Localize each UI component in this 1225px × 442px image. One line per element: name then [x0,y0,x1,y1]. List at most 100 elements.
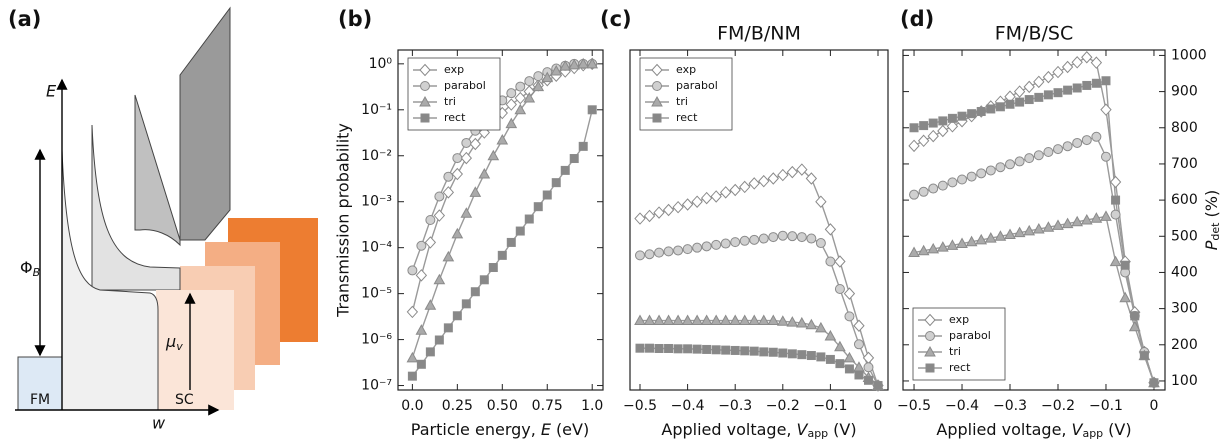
barrier-profile [91,124,181,291]
marker [672,314,684,326]
marker [795,316,808,328]
legend-marker [925,331,935,341]
y-tick-label: 10⁻⁷ [361,378,392,394]
legend-marker [419,95,431,107]
marker [1033,150,1044,161]
marker [863,362,874,373]
marker [805,318,818,330]
marker [634,250,645,261]
marker [1023,224,1036,236]
marker [1061,60,1074,74]
marker [834,284,845,295]
marker [533,202,543,212]
marker [515,226,525,236]
marker [523,92,536,103]
marker [443,323,453,333]
marker [515,81,526,92]
y-axis-label: Transmission probability [334,123,353,318]
marker [587,105,597,115]
marker [1091,78,1101,88]
y-tick-label: 500 [1171,228,1198,244]
y-tick-label: 200 [1171,337,1198,353]
marker [957,111,967,121]
marker [1024,95,1034,105]
x-axis-label-unit: (V) [1108,420,1131,439]
marker [768,232,779,243]
marker [749,346,759,356]
marker [985,165,996,176]
x-tick-label: 0 [1150,398,1159,414]
marker [654,343,664,353]
y-tick-label: 700 [1171,156,1198,172]
marker [936,241,949,252]
marker [634,212,646,225]
marker [853,339,864,350]
marker [488,263,498,273]
marker [662,314,675,326]
marker [965,235,978,247]
barrier-label: ΦB [20,258,40,280]
marker [533,71,544,82]
marker [796,232,807,243]
marker [778,348,788,358]
x-tick-label: −0.2 [1041,398,1075,414]
marker [908,139,920,153]
marker [644,249,655,260]
chart-title: FM/B/NM [717,23,801,45]
x-tick-label: −0.3 [993,398,1027,414]
marker [834,340,846,352]
x-tick-label: −0.5 [623,398,657,414]
marker [844,364,854,374]
marker [768,347,778,357]
marker [496,133,509,145]
marker [835,359,845,369]
marker [406,305,419,319]
marker [1109,175,1122,189]
marker [843,351,856,363]
x-axis-label-var: V [1072,420,1084,439]
marker [569,154,579,164]
marker [425,215,436,225]
marker [806,233,817,244]
marker [416,240,427,251]
marker [1042,221,1055,232]
marker [1063,85,1073,95]
y-tick-label: 1000 [1171,47,1207,63]
marker [1071,215,1084,227]
marker [691,314,703,326]
marker [532,80,545,92]
marker [946,239,959,250]
marker [1100,103,1112,116]
marker [1043,90,1053,100]
marker [505,98,517,111]
marker [460,207,473,218]
marker [433,273,446,285]
barrier-profile [134,94,181,247]
marker [1090,212,1103,223]
marker [442,186,455,199]
marker [542,190,552,200]
marker [730,237,741,248]
marker [937,124,949,138]
y-tick-label: 600 [1171,192,1198,208]
marker [682,244,693,255]
marker [586,57,599,69]
marker [442,250,455,262]
marker [1080,213,1093,225]
marker [634,314,646,326]
marker [919,121,929,131]
marker [834,255,846,268]
marker [1014,156,1025,167]
x-axis-label: Particle energy, E (eV) [411,420,589,439]
y-tick-label: 400 [1171,264,1198,280]
marker [1061,217,1074,229]
x-tick-label: 0.50 [487,398,518,414]
marker [927,129,939,143]
marker [805,172,818,185]
x-axis-label-sub: app [807,427,828,440]
legend-marker [924,313,936,327]
marker [720,186,732,199]
marker [786,165,798,179]
marker [975,233,988,245]
chem-potential-symbol: μ [165,332,176,351]
